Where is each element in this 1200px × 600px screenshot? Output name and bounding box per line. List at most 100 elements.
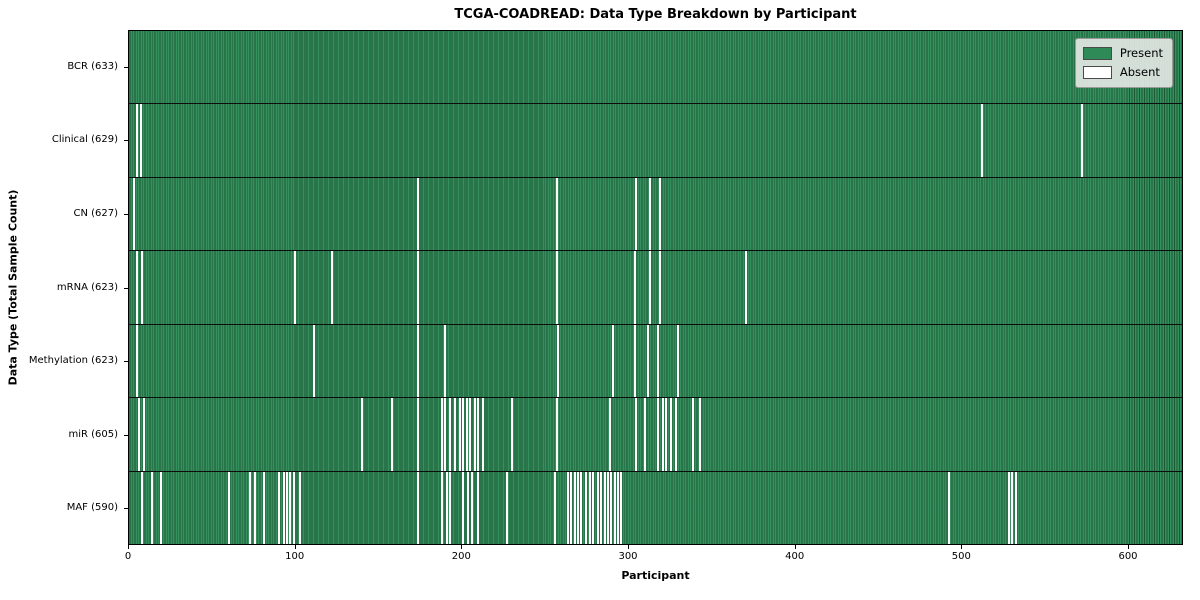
absent-line xyxy=(510,398,513,471)
absent-line xyxy=(643,398,646,471)
absent-line xyxy=(588,471,591,544)
x-tick-label: 500 xyxy=(951,551,971,562)
absent-line xyxy=(676,324,679,398)
absent-line xyxy=(656,324,659,398)
absent-line xyxy=(440,398,443,471)
absent-line xyxy=(648,251,651,324)
absent-line xyxy=(286,471,289,544)
x-tick-mark xyxy=(294,545,296,549)
absent-line xyxy=(592,471,595,544)
absent-line xyxy=(1007,471,1010,544)
legend-entry: Absent xyxy=(1082,63,1163,82)
absent-line xyxy=(635,177,638,251)
x-tick-mark xyxy=(1128,545,1129,549)
absent-line xyxy=(289,471,292,544)
absent-line xyxy=(573,471,576,544)
absent-line xyxy=(312,324,315,398)
absent-line xyxy=(607,471,610,544)
absent-line xyxy=(294,251,297,324)
row-maf xyxy=(129,471,1182,544)
absent-line xyxy=(1081,104,1084,177)
absent-line xyxy=(417,177,420,251)
y-tick-label: CN (627) xyxy=(73,207,118,219)
absent-line xyxy=(459,398,462,471)
absent-line xyxy=(633,251,636,324)
absent-line xyxy=(617,471,620,544)
y-tick-mark xyxy=(124,140,128,142)
legend-swatch-absent xyxy=(1082,66,1112,79)
absent-line xyxy=(159,471,162,544)
x-tick-mark xyxy=(961,545,963,549)
absent-line xyxy=(610,471,613,544)
absent-line xyxy=(249,471,252,544)
absent-line xyxy=(449,398,452,471)
absent-line xyxy=(470,471,473,544)
absent-line xyxy=(635,398,638,471)
absent-line xyxy=(633,324,636,398)
absent-line xyxy=(698,398,701,471)
x-tick-mark xyxy=(628,545,629,549)
absent-line xyxy=(555,398,558,471)
absent-line xyxy=(555,251,558,324)
absent-line xyxy=(462,471,465,544)
legend: Present Absent xyxy=(1074,38,1173,88)
absent-line xyxy=(675,398,678,471)
absent-line xyxy=(417,471,420,544)
y-tick-mark xyxy=(124,213,128,215)
x-tick-mark xyxy=(794,545,796,549)
absent-line xyxy=(360,398,363,471)
absent-line xyxy=(136,324,139,398)
absent-line xyxy=(656,398,659,471)
absent-line xyxy=(1011,471,1014,544)
absent-line xyxy=(292,471,295,544)
absent-line xyxy=(137,398,140,471)
absent-line xyxy=(440,471,443,544)
absent-line xyxy=(613,471,616,544)
row-cn xyxy=(129,177,1182,252)
plot-area: Present Absent xyxy=(128,30,1183,545)
absent-line xyxy=(467,471,470,544)
absent-line xyxy=(1014,471,1017,544)
row-bcr xyxy=(129,31,1182,105)
y-tick-mark xyxy=(124,66,128,68)
absent-line xyxy=(670,398,673,471)
absent-line xyxy=(557,324,560,398)
absent-line xyxy=(665,398,668,471)
absent-line xyxy=(608,398,611,471)
absent-line xyxy=(136,251,139,324)
absent-line xyxy=(444,398,447,471)
absent-line xyxy=(477,398,480,471)
absent-line xyxy=(658,177,661,251)
y-tick-mark xyxy=(124,287,128,289)
absent-line xyxy=(612,324,615,398)
y-tick-label: Clinical (629) xyxy=(51,134,118,146)
absent-line xyxy=(580,471,583,544)
absent-line xyxy=(299,471,302,544)
absent-line xyxy=(555,177,558,251)
y-tick-label: BCR (633) xyxy=(67,60,118,72)
x-axis-title: Participant xyxy=(621,569,690,582)
absent-line xyxy=(282,471,285,544)
absent-line xyxy=(465,398,468,471)
absent-line xyxy=(648,177,651,251)
absent-line xyxy=(142,398,145,471)
y-tick-label: Methylation (623) xyxy=(28,355,118,367)
absent-line xyxy=(254,471,257,544)
absent-line xyxy=(505,471,508,544)
absent-line xyxy=(469,398,472,471)
x-tick-mark xyxy=(128,545,129,549)
legend-entry: Present xyxy=(1082,44,1163,63)
chart-title: TCGA-COADREAD: Data Type Breakdown by Pa… xyxy=(454,7,857,22)
x-tick-mark xyxy=(461,545,463,549)
x-tick-label: 600 xyxy=(1118,551,1138,562)
absent-line xyxy=(647,324,649,398)
absent-line xyxy=(620,471,623,544)
absent-line xyxy=(417,324,420,398)
absent-line xyxy=(390,398,393,471)
x-tick-label: 100 xyxy=(285,551,305,562)
x-tick-label: 0 xyxy=(124,551,132,562)
absent-line xyxy=(585,471,588,544)
absent-line xyxy=(597,471,600,544)
absent-line xyxy=(577,471,580,544)
